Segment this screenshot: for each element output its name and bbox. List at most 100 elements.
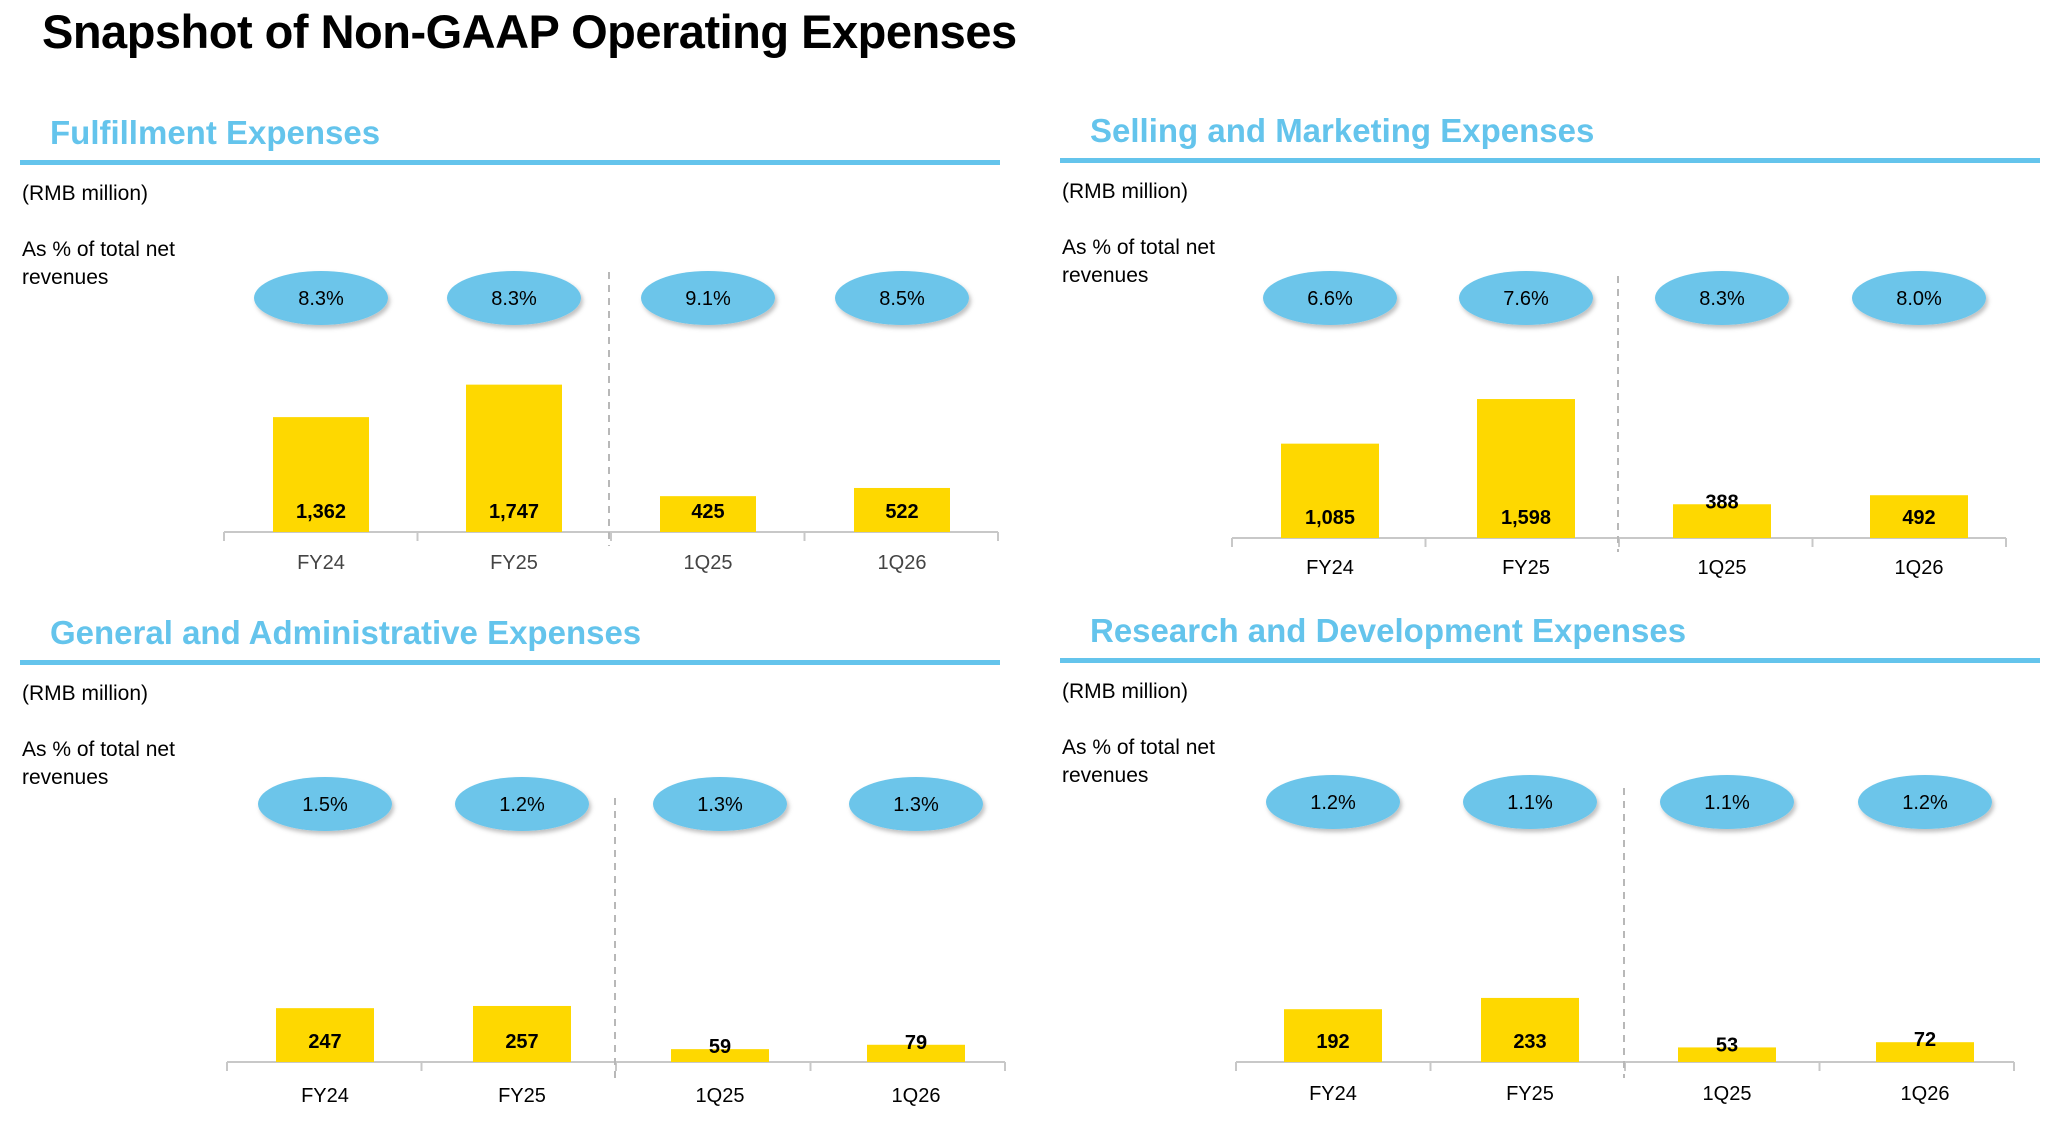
bar-value-label: 388 (1705, 491, 1738, 513)
panel-title: Fulfillment Expenses (50, 114, 381, 151)
category-label: FY25 (490, 552, 538, 574)
pct-bubble (1858, 775, 1992, 829)
bar-fy25 (1481, 997, 1579, 1062)
unit-label: (RMB million) (1062, 680, 1188, 703)
bar-value-label: 1,085 (1305, 507, 1355, 529)
research-development-bar-chart: 192 FY24 1.2% 233 FY25 1.1% 53 1Q25 1.1% 72 1Q26 1.… (1235, 775, 2015, 1105)
pct-bubble-label: 1.1% (1507, 792, 1553, 814)
pct-bubble-label: 8.3% (1699, 288, 1745, 310)
bar-1q25 (671, 1049, 769, 1062)
pct-bubble-label: 1.3% (697, 794, 743, 816)
category-label: 1Q26 (1895, 557, 1944, 579)
unit-label: (RMB million) (1062, 180, 1188, 203)
pct-bubble-label: 1.1% (1704, 792, 1750, 814)
bar-fy24 (273, 417, 369, 532)
pct-bubble (1852, 271, 1986, 325)
bar-value-label: 79 (905, 1032, 927, 1054)
selling-marketing-bar-chart: 1,085 FY24 6.6% 1,598 FY25 7.6% 388 1Q25 8.3% 492… (1231, 271, 2007, 579)
bar-1q25 (1673, 504, 1771, 538)
category-label: 1Q25 (1703, 1083, 1752, 1105)
pct-bubble (455, 777, 589, 831)
bar-value-label: 1,598 (1501, 507, 1551, 529)
panel-title: General and Administrative Expenses (50, 614, 642, 651)
pct-bubble (254, 271, 388, 325)
pct-bubble (849, 777, 983, 831)
pct-bubble (258, 777, 392, 831)
bar-value-label: 233 (1513, 1031, 1546, 1053)
category-label: 1Q25 (684, 552, 733, 574)
title-underline (1060, 658, 2040, 663)
bar-fy25 (473, 1005, 571, 1062)
pct-bubble (653, 777, 787, 831)
category-label: FY25 (1502, 557, 1550, 579)
pct-bubble-label: 1.2% (1310, 792, 1356, 814)
pct-bubble (447, 271, 581, 325)
pct-bubble (1266, 775, 1400, 829)
pct-bubble (835, 271, 969, 325)
bar-value-label: 1,362 (296, 501, 346, 523)
panel-title: Selling and Marketing Expenses (1090, 112, 1595, 149)
bar-fy25 (466, 384, 562, 532)
category-label: FY24 (297, 552, 345, 574)
bar-1q26 (1876, 1042, 1974, 1062)
pct-bubble-label: 1.2% (499, 794, 545, 816)
fulfillment-bar-chart: 1,362 FY24 8.3% 1,747 FY25 8.3% 425 1Q25 9.1% 522… (223, 271, 999, 574)
pct-of-revenue-label: As % of total net revenues (22, 238, 175, 289)
bar-value-label: 1,747 (489, 501, 539, 523)
pct-of-revenue-label: As % of total net revenues (1062, 736, 1215, 787)
pct-bubble-label: 8.0% (1896, 288, 1942, 310)
title-underline (20, 160, 1000, 165)
unit-label: (RMB million) (22, 182, 148, 205)
bar-1q26 (854, 487, 950, 532)
category-label: 1Q26 (1901, 1083, 1950, 1105)
pct-of-revenue-label: As % of total net revenues (22, 738, 175, 789)
pct-bubble (1655, 271, 1789, 325)
category-label: FY25 (1506, 1083, 1554, 1105)
pct-bubble-label: 1.2% (1902, 792, 1948, 814)
panel-title: Research and Development Expenses (1090, 612, 1687, 649)
category-label: 1Q25 (1698, 557, 1747, 579)
pct-bubble-label: 1.5% (302, 794, 348, 816)
pct-bubble (641, 271, 775, 325)
category-label: FY24 (1309, 1083, 1357, 1105)
bar-1q26 (1870, 495, 1968, 538)
bar-1q26 (867, 1044, 965, 1062)
bar-value-label: 492 (1902, 507, 1935, 529)
title-underline (20, 660, 1000, 665)
bar-1q25 (1678, 1047, 1776, 1062)
pct-bubble-label: 7.6% (1503, 288, 1549, 310)
pct-bubble (1263, 271, 1397, 325)
pct-bubble (1459, 271, 1593, 325)
pct-of-revenue-label: As % of total net revenues (1062, 236, 1215, 287)
bar-value-label: 247 (308, 1031, 341, 1053)
bar-value-label: 522 (885, 501, 918, 523)
category-label: FY24 (301, 1085, 349, 1107)
pct-bubble-label: 6.6% (1307, 288, 1353, 310)
selling-marketing-panel: Selling and Marketing Expenses (RMB mill… (1060, 112, 2048, 622)
bar-value-label: 59 (709, 1036, 731, 1058)
title-underline (1060, 158, 2040, 163)
general-admin-bar-chart: 247 FY24 1.5% 257 FY25 1.2% 59 1Q25 1.3% 79 1Q26 1.… (226, 777, 1006, 1107)
bar-value-label: 72 (1914, 1029, 1936, 1051)
bar-value-label: 257 (505, 1031, 538, 1053)
category-label: 1Q26 (892, 1085, 941, 1107)
category-label: FY24 (1306, 557, 1354, 579)
general-admin-panel: General and Administrative Expenses (RMB… (20, 614, 1010, 1124)
pct-bubble-label: 8.5% (879, 288, 925, 310)
pct-bubble (1660, 775, 1794, 829)
pct-bubble-label: 8.3% (298, 288, 344, 310)
pct-bubble-label: 8.3% (491, 288, 537, 310)
unit-label: (RMB million) (22, 682, 148, 705)
category-label: FY25 (498, 1085, 546, 1107)
page-title: Snapshot of Non-GAAP Operating Expenses (42, 5, 1017, 58)
category-label: 1Q26 (878, 552, 927, 574)
pct-bubble-label: 9.1% (685, 288, 731, 310)
pct-bubble (1463, 775, 1597, 829)
fulfillment-panel: Fulfillment Expenses (RMB million) As % … (20, 114, 1010, 624)
bar-1q25 (660, 496, 756, 532)
bar-value-label: 425 (691, 501, 724, 523)
bar-value-label: 53 (1716, 1034, 1738, 1056)
bar-fy25 (1477, 399, 1575, 538)
category-label: 1Q25 (696, 1085, 745, 1107)
pct-bubble-label: 1.3% (893, 794, 939, 816)
